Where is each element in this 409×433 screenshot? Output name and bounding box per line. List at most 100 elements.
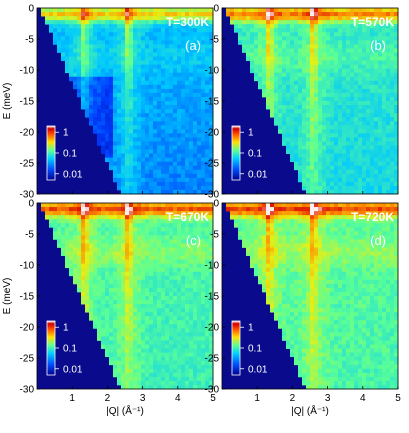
heatmap-cell: [85, 76, 90, 82]
heatmap-cell: [294, 145, 299, 150]
heatmap-cell: [181, 219, 186, 224]
heatmap-cell: [133, 181, 138, 187]
heatmap-cell: [314, 145, 319, 150]
heatmap-cell: [169, 40, 174, 45]
heatmap-cell: [97, 308, 102, 313]
heatmap-cell: [282, 56, 287, 61]
heatmap-cell: [270, 113, 275, 118]
heatmap-cell: [366, 145, 371, 150]
heatmap-cell: [338, 20, 343, 25]
heatmap-cell: [246, 32, 251, 37]
heatmap-cell: [254, 56, 259, 61]
heatmap-cell: [85, 203, 90, 208]
heatmap-cell: [165, 185, 170, 191]
heatmap-cell: [129, 384, 134, 390]
heatmap-cell: [181, 287, 186, 293]
heatmap-cell: [374, 113, 379, 118]
heatmap-cell: [105, 40, 110, 45]
heatmap-cell: [209, 368, 214, 374]
heatmap-cell: [113, 157, 118, 163]
heatmap-cell: [390, 96, 395, 102]
heatmap-cell: [274, 52, 279, 57]
heatmap-cell: [334, 121, 339, 126]
heatmap-cell: [201, 161, 206, 167]
heatmap-cell: [129, 239, 134, 244]
heatmap-cell: [197, 235, 202, 240]
heatmap-cell: [153, 117, 158, 122]
heatmap-cell: [181, 68, 186, 74]
heatmap-cell: [133, 352, 138, 358]
heatmap-cell: [93, 20, 98, 25]
heatmap-cell: [338, 56, 343, 61]
heatmap-cell: [330, 105, 335, 110]
heatmap-cell: [113, 340, 118, 345]
heatmap-cell: [286, 211, 291, 216]
heatmap-cell: [101, 235, 106, 240]
heatmap-cell: [121, 24, 126, 29]
heatmap-cell: [314, 84, 319, 90]
heatmap-cell: [93, 76, 98, 82]
heatmap-cell: [209, 267, 214, 273]
heatmap-cell: [137, 149, 142, 154]
heatmap-cell: [61, 20, 66, 25]
heatmap-cell: [73, 12, 78, 17]
heatmap-cell: [53, 219, 58, 224]
heatmap-cell: [65, 215, 70, 220]
heatmap-cell: [145, 344, 150, 349]
panel-3: 0-5-10-15-20-25-301 2 3 4 5E (meV)|Q| (Å⁻¹)T…: [2, 199, 216, 418]
heatmap-cell: [145, 271, 150, 277]
heatmap-cell: [394, 24, 399, 29]
heatmap-cell: [262, 68, 267, 74]
heatmap-cell: [282, 239, 287, 244]
heatmap-cell: [117, 36, 122, 41]
y-axis-label: E (meV): [2, 83, 13, 120]
heatmap-cell: [189, 56, 194, 61]
heatmap-cell: [250, 52, 255, 57]
heatmap-cell: [149, 121, 154, 126]
heatmap-cell: [290, 137, 295, 142]
heatmap-cell: [117, 304, 122, 309]
heatmap-cell: [125, 105, 130, 110]
heatmap-cell: [298, 28, 303, 33]
heatmap-cell: [141, 88, 146, 94]
heatmap-cell: [149, 380, 154, 386]
heatmap-cell: [101, 32, 106, 37]
heatmap-cell: [117, 308, 122, 313]
heatmap-cell: [149, 239, 154, 244]
heatmap-cell: [394, 12, 399, 17]
heatmap-cell: [185, 283, 190, 289]
heatmap-cell: [173, 223, 178, 228]
heatmap-cell: [89, 64, 94, 70]
heatmap-cells: [226, 8, 399, 195]
heatmap-cell: [145, 364, 150, 370]
heatmap-cell: [310, 165, 315, 171]
heatmap-cell: [298, 133, 303, 138]
heatmap-cell: [69, 76, 74, 82]
heatmap-cell: [109, 16, 114, 21]
heatmap-cell: [113, 215, 118, 220]
heatmap-cell: [109, 356, 114, 362]
heatmap-cell: [165, 304, 170, 309]
heatmap-cell: [181, 255, 186, 261]
heatmap-cell: [386, 173, 391, 179]
heatmap-cell: [153, 287, 158, 293]
heatmap-cell: [105, 352, 110, 358]
heatmap-cell: [93, 8, 98, 13]
heatmap-cell: [302, 149, 307, 154]
heatmap-cell: [250, 68, 255, 74]
heatmap-cell: [302, 56, 307, 61]
heatmap-cell: [45, 12, 50, 17]
heatmap-cell: [69, 44, 74, 49]
heatmap-cell: [157, 215, 162, 220]
heatmap-cell: [149, 40, 154, 45]
heatmap-cell: [314, 181, 319, 187]
heatmap-cell: [173, 275, 178, 281]
heatmap-cell: [354, 36, 359, 41]
heatmap-cell: [310, 20, 315, 25]
heatmap-cell: [177, 24, 182, 29]
heatmap-cell: [278, 255, 283, 261]
heatmap-cell: [181, 227, 186, 232]
heatmap-cell: [193, 231, 198, 236]
heatmap-cell: [238, 219, 243, 224]
heatmap-cell: [310, 113, 315, 118]
